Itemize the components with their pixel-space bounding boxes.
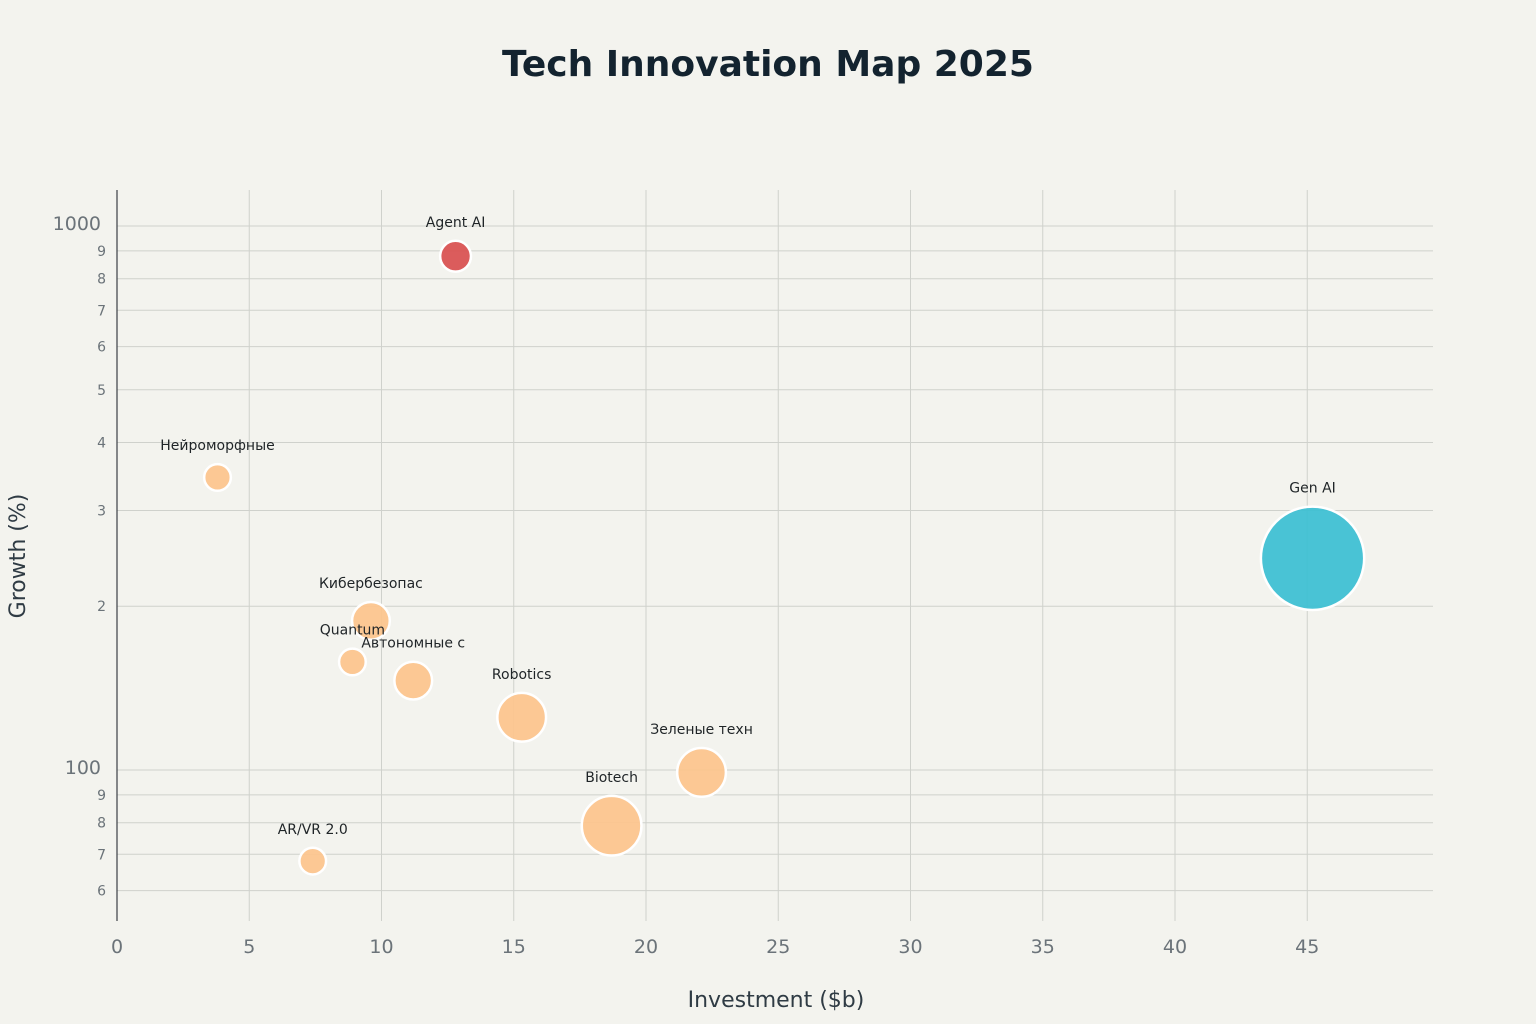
bubble-нейроморфные (202, 462, 233, 493)
y-minor-tick-label: 3 (97, 503, 106, 519)
bubble-label: AR/VR 2.0 (278, 822, 348, 838)
y-minor-tick-label: 2 (97, 599, 106, 615)
bubble-quantum (337, 647, 367, 677)
bubble-label: Robotics (492, 667, 552, 683)
y-major-tick-label: 1000 (53, 213, 101, 235)
y-minor-tick-label: 8 (97, 272, 106, 288)
bubble-labels: Agent AI Нейроморфные Gen AI Кибербезопас Qu… (160, 215, 1336, 838)
x-axis-label: Investment ($b) (688, 988, 865, 1013)
y-minor-tick-label: 4 (97, 435, 106, 451)
x-tick-label: 35 (1031, 936, 1055, 958)
y-minor-tick-label: 7 (97, 303, 106, 319)
bubble-label: Нейроморфные (160, 438, 275, 454)
x-tick-label: 5 (243, 936, 255, 958)
y-minor-tick-label: 9 (97, 244, 106, 260)
y-minor-tick-label: 6 (97, 340, 106, 356)
chart-title: Tech Innovation Map 2025 (502, 44, 1034, 85)
bubble-ar-vr-2-0 (298, 846, 328, 876)
bubble-label: Biotech (585, 770, 638, 786)
x-tick-label: 15 (502, 936, 526, 958)
bubble-biotech (580, 794, 643, 857)
bubble-автономные-с (393, 660, 434, 701)
x-tick-label: 40 (1163, 936, 1187, 958)
x-tick-label: 25 (766, 936, 790, 958)
bubble-label: Quantum (320, 623, 385, 639)
x-tick-label: 20 (634, 936, 658, 958)
x-tick-label: 10 (369, 936, 393, 958)
y-axis-ticks: 100 1000 6 7 8 9 2 3 4 5 6 7 8 9 (53, 213, 106, 900)
bubble-robotics (496, 691, 548, 743)
bubble-кибербезопас (350, 600, 392, 641)
y-axis-label: Growth (%) (6, 494, 31, 619)
y-major-tick-label: 100 (65, 757, 101, 779)
bubble-agent-ai (438, 239, 473, 273)
grid (117, 190, 1433, 921)
bubble-label: Agent AI (426, 215, 486, 231)
y-minor-tick-label: 5 (97, 383, 106, 399)
bubble-зеленые-техн (675, 746, 728, 798)
bubbles (202, 239, 1366, 876)
x-tick-label: 45 (1295, 936, 1319, 958)
x-tick-label: 0 (111, 936, 123, 958)
y-minor-tick-label: 9 (97, 788, 106, 804)
y-minor-tick-label: 6 (97, 884, 106, 900)
bubble-label: Gen AI (1289, 481, 1336, 497)
y-minor-tick-label: 7 (97, 847, 106, 863)
x-axis-ticks: 0 5 10 15 20 25 30 35 40 45 (111, 936, 1319, 958)
y-minor-tick-label: 8 (97, 816, 106, 832)
bubble-label: Кибербезопас (319, 576, 423, 592)
bubble-label: Автономные с (361, 636, 465, 652)
x-tick-label: 30 (898, 936, 922, 958)
bubble-label: Зеленые техн (650, 722, 753, 738)
bubble-gen-ai (1259, 505, 1366, 612)
